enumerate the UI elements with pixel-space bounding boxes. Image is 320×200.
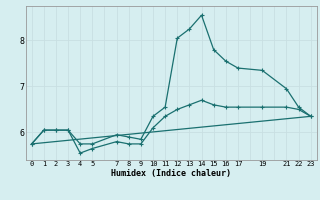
X-axis label: Humidex (Indice chaleur): Humidex (Indice chaleur) — [111, 169, 231, 178]
